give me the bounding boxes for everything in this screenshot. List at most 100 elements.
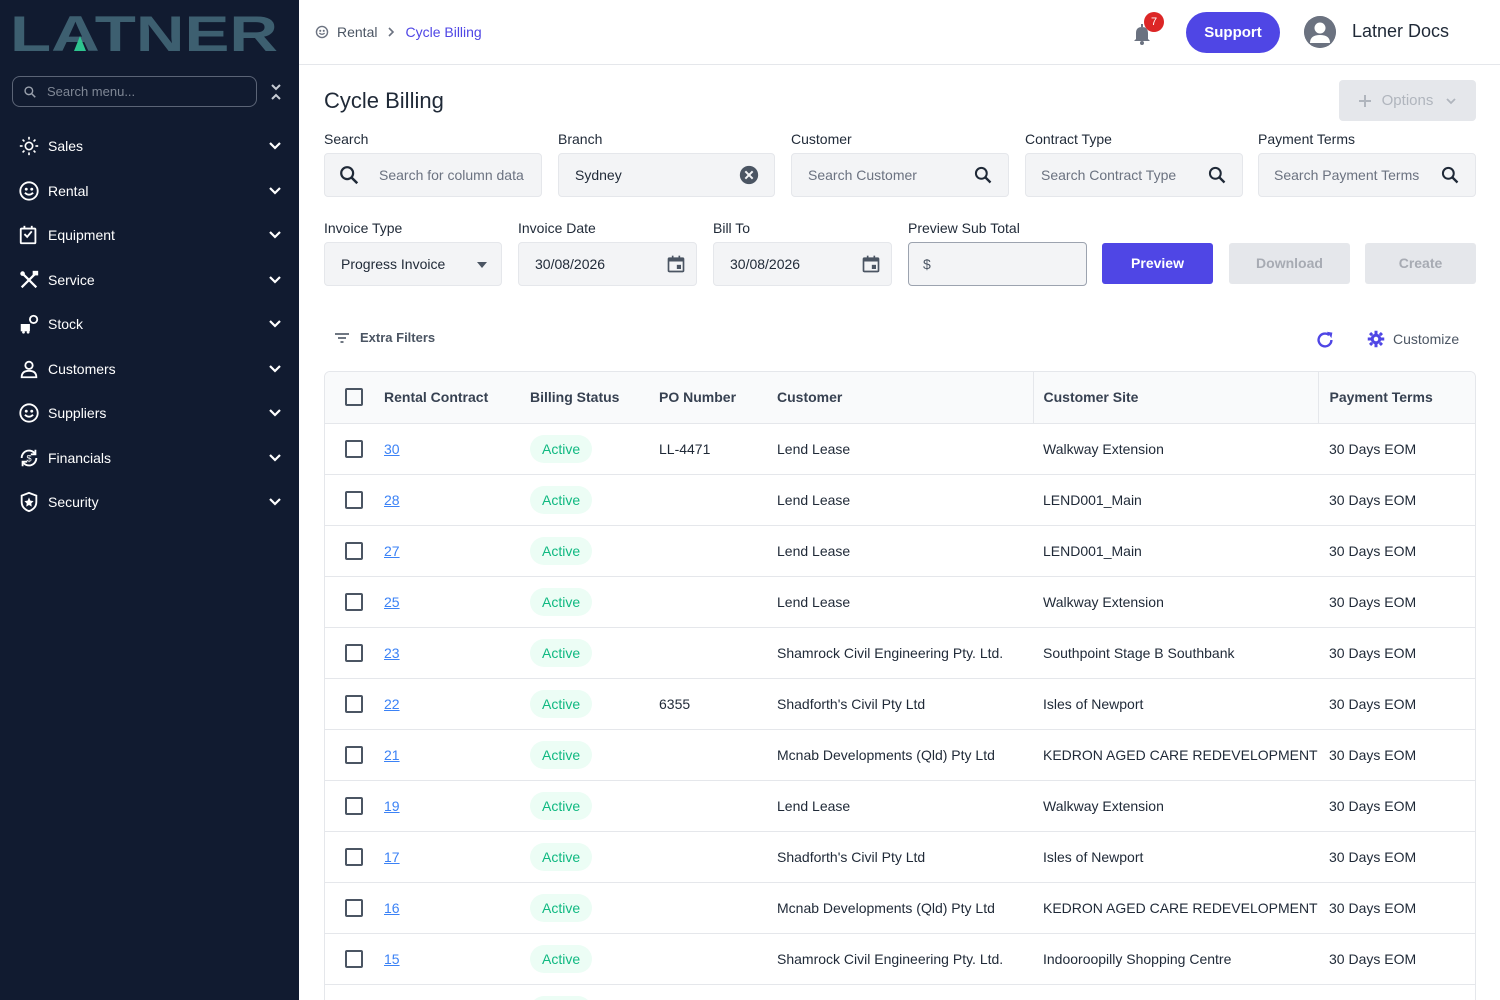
table-row[interactable]: 25 Active Lend Lease Walkway Extension 30 Da… <box>325 576 1475 627</box>
table-row[interactable]: 28 Active Lend Lease LEND001_Main 30 Days EO… <box>325 474 1475 525</box>
table-row[interactable]: 23 Active Shamrock Civil Engineering Pty. … <box>325 627 1475 678</box>
sidebar-item-service[interactable]: Service <box>0 258 299 303</box>
breadcrumb: Rental Cycle Billing <box>315 24 482 40</box>
sidebar-search-input[interactable] <box>47 84 237 99</box>
calendar-icon[interactable] <box>666 254 686 274</box>
column-header-payment-terms[interactable]: Payment Terms <box>1329 389 1433 406</box>
branch-field[interactable]: Sydney <box>558 153 775 197</box>
sidebar-item-suppliers[interactable]: Suppliers <box>0 391 299 436</box>
rental-contract-link[interactable]: 30 <box>384 440 400 457</box>
preview-button[interactable]: Preview <box>1102 243 1213 284</box>
payment-terms-input[interactable]: Search Payment Terms <box>1274 167 1420 183</box>
rental-contract-link[interactable]: 21 <box>384 746 400 763</box>
chevron-down-icon <box>269 409 281 417</box>
extra-filters-button[interactable]: Extra Filters <box>334 330 435 345</box>
column-header-po-number[interactable]: PO Number <box>659 389 737 406</box>
sidebar-search[interactable] <box>12 76 257 107</box>
table-row[interactable]: 30 Active LL-4471 Lend Lease Walkway Extensi… <box>325 423 1475 474</box>
customer-site-cell: Walkway Extension <box>1043 593 1164 610</box>
sidebar-item-customers[interactable]: Customers <box>0 347 299 392</box>
table-row[interactable]: 19 Active Lend Lease Walkway Extension 30 Da… <box>325 780 1475 831</box>
customize-button[interactable]: Customize <box>1367 330 1459 348</box>
search-field[interactable]: Search for column data <box>324 153 542 197</box>
row-checkbox[interactable] <box>345 847 363 866</box>
payment-terms-field[interactable]: Search Payment Terms <box>1258 153 1476 197</box>
customer-field[interactable]: Search Customer <box>791 153 1009 197</box>
chevron-down-icon <box>269 186 281 195</box>
contract-type-field[interactable]: Search Contract Type <box>1025 153 1243 197</box>
table-row[interactable]: Active <box>325 984 1475 1000</box>
table-row[interactable]: 16 Active Mcnab Developments (Qld) Pty Ltd… <box>325 882 1475 933</box>
search-input[interactable]: Search for column data <box>379 167 524 183</box>
contract-type-input[interactable]: Search Contract Type <box>1041 167 1177 183</box>
select-all-checkbox[interactable] <box>345 388 363 407</box>
po-number-cell <box>659 780 777 831</box>
rental-contract-link[interactable]: 17 <box>384 848 400 865</box>
rental-contract-link[interactable]: 16 <box>384 899 400 916</box>
support-button[interactable]: Support <box>1186 12 1280 53</box>
rental-contract-link[interactable]: 19 <box>384 797 400 814</box>
invoice-date-field[interactable]: 30/08/2026 <box>518 242 697 286</box>
latner-logo[interactable]: LATNER <box>10 8 280 56</box>
column-header-billing-status[interactable]: Billing Status <box>530 389 620 406</box>
bell-icon[interactable] <box>1130 22 1154 46</box>
refresh-icon[interactable] <box>1314 329 1336 351</box>
table-row[interactable]: 22 Active 6355 Shadforth's Civil Pty Ltd Isl… <box>325 678 1475 729</box>
search-icon <box>24 85 36 98</box>
sidebar-item-sales[interactable]: Sales <box>0 124 299 169</box>
row-checkbox[interactable] <box>345 796 363 815</box>
collapse-icon <box>271 84 281 100</box>
rental-contract-link[interactable]: 23 <box>384 644 400 661</box>
row-checkbox[interactable] <box>345 898 363 917</box>
rental-contract-link[interactable]: 15 <box>384 950 400 967</box>
row-checkbox[interactable] <box>345 949 363 968</box>
column-header-customer-site[interactable]: Customer Site <box>1033 372 1319 423</box>
table-row[interactable]: 17 Active Shadforth's Civil Pty Ltd Isles o… <box>325 831 1475 882</box>
download-button[interactable]: Download <box>1229 243 1350 284</box>
rental-contract-link[interactable]: 25 <box>384 593 400 610</box>
customer-site-cell: Walkway Extension <box>1043 440 1164 457</box>
row-checkbox[interactable] <box>345 541 363 560</box>
collapse-sidebar-button[interactable] <box>266 80 286 104</box>
clear-icon[interactable] <box>738 164 760 186</box>
sidebar-item-rental[interactable]: Rental <box>0 169 299 214</box>
customer-site-cell: LEND001_Main <box>1043 542 1142 559</box>
invoice-type-value: Progress Invoice <box>341 256 446 272</box>
user-name[interactable]: Latner Docs <box>1352 21 1450 41</box>
rental-contract-cell: 28 <box>384 474 530 525</box>
row-checkbox[interactable] <box>345 490 363 509</box>
chevron-down-icon <box>269 498 281 506</box>
invoice-type-select[interactable]: Progress Invoice <box>324 242 502 286</box>
rental-contract-link[interactable]: 22 <box>384 695 400 712</box>
column-header-rental-contract[interactable]: Rental Contract <box>384 389 489 406</box>
sidebar-item-financials[interactable]: $ Financials <box>0 436 299 481</box>
customer-site-cell: Southpoint Stage B Southbank <box>1043 644 1235 661</box>
options-button[interactable]: Options <box>1339 80 1476 121</box>
rental-contract-link[interactable]: 27 <box>384 542 400 559</box>
row-checkbox[interactable] <box>345 745 363 764</box>
row-checkbox[interactable] <box>345 694 363 713</box>
column-header-customer[interactable]: Customer <box>777 372 1034 423</box>
rental-contract-link[interactable]: 28 <box>384 491 400 508</box>
svg-text:LATNER: LATNER <box>10 8 278 56</box>
billing-status-cell: Active <box>530 984 659 1000</box>
calendar-icon[interactable] <box>861 254 881 274</box>
table-row[interactable]: 15 Active Shamrock Civil Engineering Pty. … <box>325 933 1475 984</box>
sidebar-item-equipment[interactable]: Equipment <box>0 213 299 258</box>
row-checkbox[interactable] <box>345 643 363 662</box>
customer-input[interactable]: Search Customer <box>808 167 917 183</box>
sidebar-item-security[interactable]: Security <box>0 480 299 525</box>
bill-to-field[interactable]: 30/08/2026 <box>713 242 892 286</box>
breadcrumb-parent-link[interactable]: Rental <box>337 24 378 40</box>
row-checkbox[interactable] <box>345 439 363 458</box>
invoice-date-label: Invoice Date <box>518 220 596 236</box>
table-row[interactable]: 27 Active Lend Lease LEND001_Main 30 Days EO… <box>325 525 1475 576</box>
preview-sub-total-field[interactable]: $ <box>908 242 1087 286</box>
create-button[interactable]: Create <box>1365 243 1476 284</box>
status-badge: Active <box>530 434 593 463</box>
table-row[interactable]: 21 Active Mcnab Developments (Qld) Pty Ltd… <box>325 729 1475 780</box>
avatar[interactable] <box>1304 16 1336 48</box>
sidebar-item-stock[interactable]: Stock <box>0 302 299 347</box>
overflow-cell <box>1465 831 1475 882</box>
row-checkbox[interactable] <box>345 592 363 611</box>
